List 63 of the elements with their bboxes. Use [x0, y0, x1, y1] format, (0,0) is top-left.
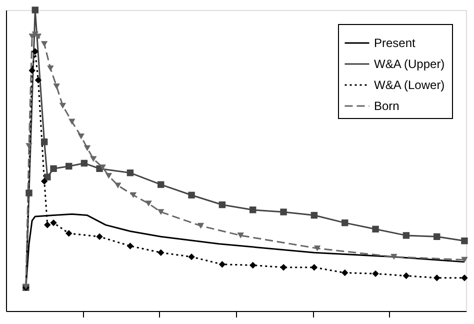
point	[114, 182, 122, 188]
point	[26, 190, 32, 196]
point	[402, 232, 410, 239]
legend-label: W&A (Lower)	[374, 78, 445, 92]
point	[250, 206, 256, 214]
point	[26, 143, 32, 149]
point	[40, 138, 48, 146]
point	[390, 254, 398, 260]
point	[145, 200, 152, 206]
point	[99, 164, 106, 170]
point	[96, 233, 103, 240]
point	[47, 65, 54, 72]
point	[40, 41, 48, 47]
point	[78, 134, 84, 140]
point	[402, 272, 410, 280]
point	[434, 233, 440, 240]
point	[158, 209, 164, 215]
point	[158, 181, 164, 188]
point	[372, 226, 379, 232]
point	[342, 269, 348, 276]
point	[218, 201, 226, 208]
point	[461, 274, 468, 282]
point	[32, 48, 38, 55]
point	[105, 172, 112, 179]
point	[34, 76, 42, 84]
point	[44, 174, 51, 180]
point	[66, 230, 72, 237]
point	[66, 162, 72, 170]
legend-label: Born	[374, 99, 400, 113]
point	[126, 169, 134, 176]
point	[40, 178, 48, 185]
point	[188, 253, 195, 260]
point	[197, 222, 204, 229]
legend-label: Present	[374, 36, 416, 50]
point	[280, 264, 287, 271]
point	[314, 245, 321, 252]
point	[310, 264, 318, 271]
point	[50, 165, 57, 172]
point	[53, 84, 60, 90]
point	[28, 67, 36, 74]
point	[32, 6, 38, 14]
point	[372, 270, 379, 278]
point	[461, 256, 468, 263]
point	[68, 118, 76, 125]
point	[461, 238, 468, 244]
point	[126, 242, 134, 250]
point	[280, 208, 287, 216]
point	[59, 102, 66, 109]
point	[237, 232, 244, 238]
point	[90, 156, 97, 162]
point	[80, 160, 88, 167]
point	[84, 145, 91, 152]
point	[44, 222, 51, 228]
point	[188, 192, 195, 198]
point	[250, 262, 256, 269]
point	[158, 249, 164, 256]
legend-label: W&A (Upper)	[374, 57, 445, 71]
point	[434, 274, 440, 282]
point	[342, 219, 348, 226]
point	[130, 192, 137, 198]
point	[218, 260, 226, 268]
point	[50, 219, 57, 226]
point	[310, 212, 318, 219]
